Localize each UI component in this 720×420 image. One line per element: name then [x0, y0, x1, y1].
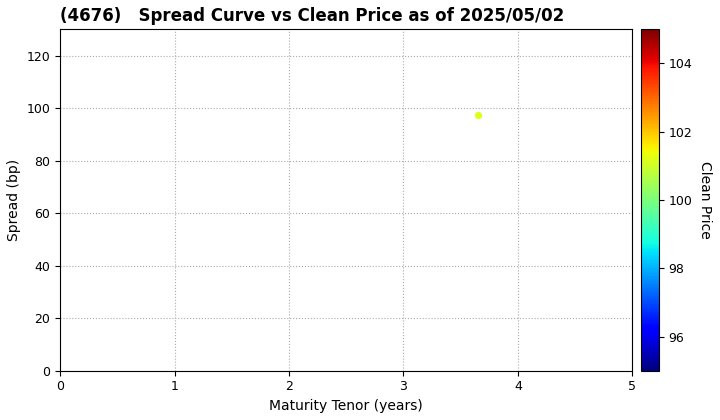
Y-axis label: Spread (bp): Spread (bp)	[7, 159, 21, 241]
Point	[472, 111, 484, 118]
Y-axis label: Clean Price: Clean Price	[698, 161, 711, 239]
X-axis label: Maturity Tenor (years): Maturity Tenor (years)	[269, 399, 423, 413]
Text: (4676)   Spread Curve vs Clean Price as of 2025/05/02: (4676) Spread Curve vs Clean Price as of…	[60, 7, 564, 25]
